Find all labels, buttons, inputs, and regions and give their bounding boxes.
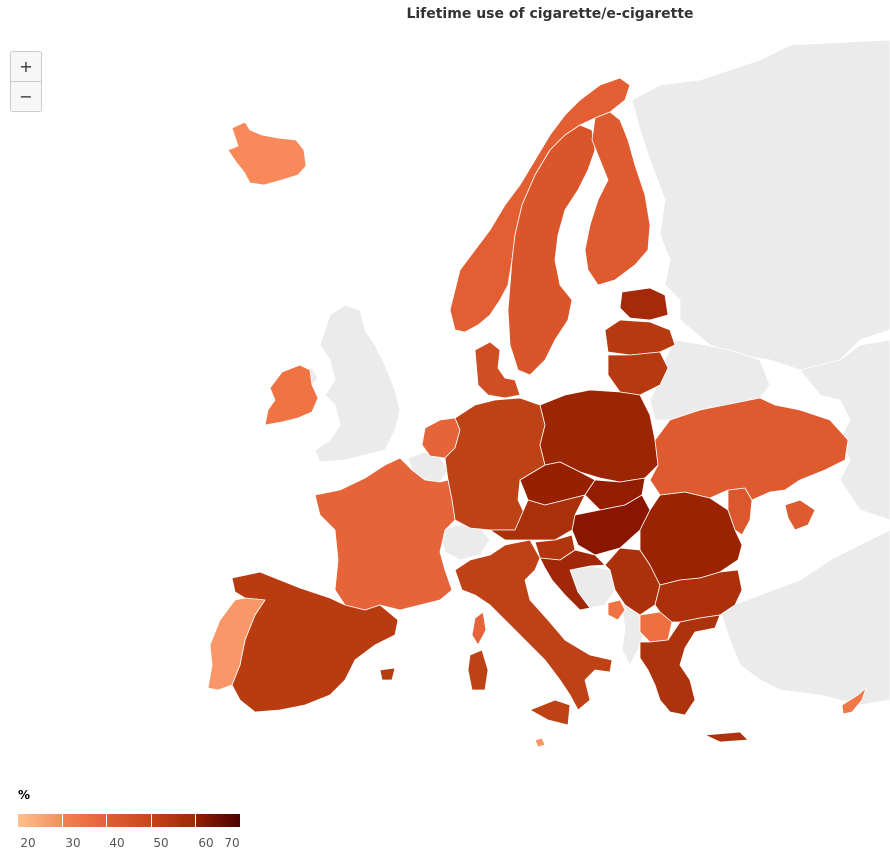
region-greece[interactable] xyxy=(639,614,749,743)
region-russia-east[interactable] xyxy=(799,339,890,521)
legend-tick: 20 xyxy=(20,836,36,850)
legend-tick: 70 xyxy=(224,836,240,850)
chart-title: Lifetime use of cigarette/e-cigarette xyxy=(406,6,694,22)
region-lithuania[interactable] xyxy=(607,351,669,396)
legend-tick: 30 xyxy=(65,836,81,850)
zoom-in-button[interactable]: + xyxy=(19,57,33,76)
region-estonia[interactable] xyxy=(619,287,669,321)
region-norway[interactable] xyxy=(449,77,631,333)
region-france[interactable] xyxy=(314,457,456,611)
region-corsica[interactable] xyxy=(471,611,487,646)
region-ukraine[interactable] xyxy=(649,397,849,531)
legend-tick: 60 xyxy=(198,836,214,850)
legend-tick: 40 xyxy=(109,836,125,850)
legend-segment-20-30 xyxy=(18,814,63,827)
legend-segment-50-60 xyxy=(151,814,197,827)
legend-color-bar xyxy=(18,814,240,827)
zoom-out-button[interactable]: − xyxy=(11,81,41,111)
region-croatia[interactable] xyxy=(539,549,606,611)
color-legend: % 20 30 40 50 60 70 xyxy=(18,788,248,852)
europe-choropleth-map[interactable] xyxy=(0,0,890,780)
region-ireland[interactable] xyxy=(264,364,319,426)
legend-segment-30-40 xyxy=(62,814,108,827)
region-united-kingdom[interactable] xyxy=(314,304,401,463)
region-finland[interactable] xyxy=(584,111,651,286)
region-austria[interactable] xyxy=(489,494,586,541)
region-turkey[interactable] xyxy=(719,529,890,706)
legend-tick: 50 xyxy=(153,836,169,850)
region-portugal[interactable] xyxy=(207,597,266,691)
legend-tick-labels: 20 30 40 50 60 70 xyxy=(18,836,248,852)
region-sweden[interactable] xyxy=(507,124,596,376)
region-bulgaria[interactable] xyxy=(654,569,743,623)
legend-title: % xyxy=(18,788,31,802)
zoom-controls: + − xyxy=(10,51,42,112)
region-latvia[interactable] xyxy=(604,319,676,356)
region-cyprus[interactable] xyxy=(841,687,867,715)
region-iceland[interactable] xyxy=(227,121,307,186)
region-malta[interactable] xyxy=(534,737,546,748)
region-switzerland[interactable] xyxy=(439,524,491,561)
region-russia-north[interactable] xyxy=(631,39,890,371)
region-denmark[interactable] xyxy=(474,341,521,399)
region-montenegro[interactable] xyxy=(607,599,626,621)
legend-segment-60-70 xyxy=(196,814,240,827)
region-italy[interactable] xyxy=(454,539,613,726)
legend-segment-40-50 xyxy=(107,814,152,827)
